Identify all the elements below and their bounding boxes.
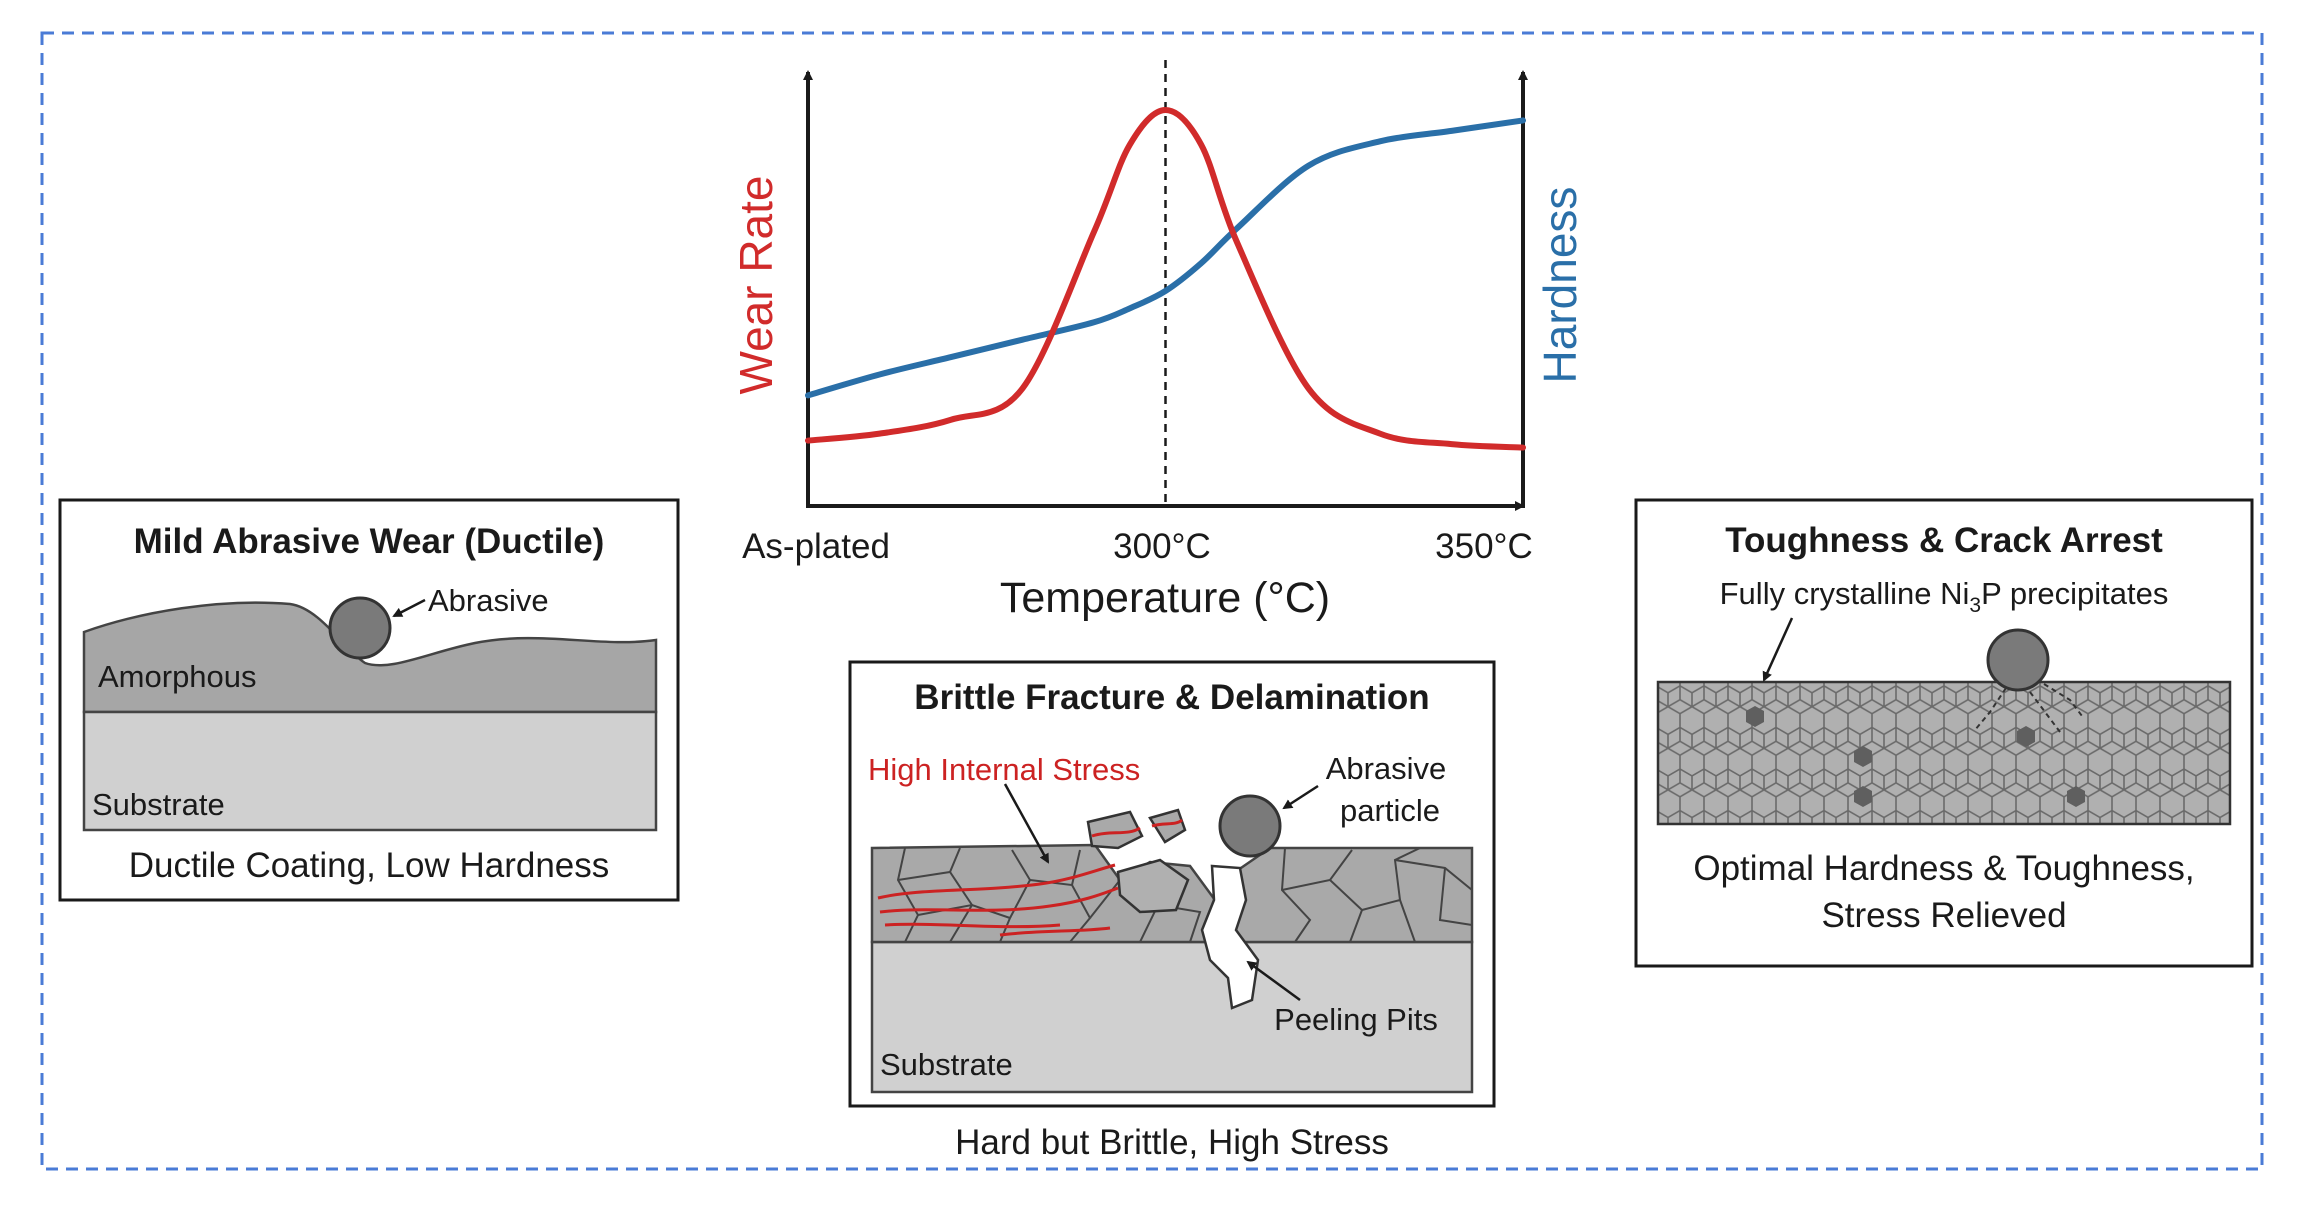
- particle-label-line1: Abrasive: [1326, 751, 1447, 786]
- panel-title: Toughness & Crack Arrest: [1725, 521, 2163, 560]
- hardness-curve: [805, 117, 1526, 399]
- x-tick-label: As-plated: [742, 527, 890, 566]
- amorphous-coating-layer: [82, 601, 658, 714]
- panel-caption: Hard but Brittle, High Stress: [955, 1123, 1389, 1162]
- x-axis-title: Temperature (°C): [1000, 574, 1330, 622]
- x-tick-label: 350°C: [1435, 527, 1533, 566]
- stress-pointer-arrow: [1003, 783, 1050, 864]
- peeling-pit: [1200, 864, 1260, 1010]
- hardness-axis-label: Hardness: [1534, 187, 1586, 384]
- substrate-layer: [82, 710, 658, 832]
- panel-title: Brittle Fracture & Delamination: [914, 678, 1429, 717]
- particle-label-line2: particle: [1340, 793, 1440, 828]
- wear-rate-curve: [805, 106, 1526, 451]
- delaminated-flake: [1116, 858, 1190, 914]
- temperature-chart: Wear Rate Hardness As-plated 300°C 350°C…: [730, 60, 1586, 622]
- hexagonal-grain-structure: [1656, 680, 2232, 826]
- arrested-cracks: [1974, 683, 2083, 733]
- abrasive-pointer-arrow: [392, 598, 426, 618]
- pits-pointer-arrow: [1246, 960, 1301, 1002]
- abrasive-label: Abrasive: [428, 583, 549, 618]
- coating-label: Amorphous: [98, 659, 257, 694]
- stress-label: High Internal Stress: [868, 752, 1140, 787]
- outer-dashed-frame: [40, 31, 2264, 1171]
- panel-title: Mild Abrasive Wear (Ductile): [134, 522, 605, 561]
- panel-caption: Ductile Coating, Low Hardness: [129, 846, 610, 885]
- internal-stress-lines: [877, 818, 1183, 937]
- substrate-layer: [870, 940, 1474, 1094]
- abrasive-particle: [1986, 628, 2050, 692]
- pits-label: Peeling Pits: [1274, 1002, 1438, 1037]
- particle-pointer-arrow: [1282, 784, 1319, 810]
- x-tick-label: 300°C: [1113, 527, 1211, 566]
- abrasive-particle: [1218, 794, 1282, 858]
- delaminated-flake: [1086, 810, 1144, 850]
- delaminated-flake: [1148, 808, 1187, 844]
- ni3p-precipitates: [1746, 706, 2085, 807]
- panel-caption-line2: Stress Relieved: [1821, 896, 2066, 935]
- substrate-label: Substrate: [92, 787, 225, 822]
- precipitate-label: Fully crystalline Ni3P precipitates: [1720, 576, 2169, 617]
- panel-toughness-crack-arrest: Toughness & Crack Arrest Fully crystalli…: [1634, 498, 2254, 968]
- panel-caption-line1: Optimal Hardness & Toughness,: [1693, 849, 2194, 888]
- precipitate-pointer-arrow: [1762, 617, 1794, 682]
- substrate-label: Substrate: [880, 1047, 1013, 1082]
- abrasive-particle: [328, 596, 392, 660]
- panel-mild-abrasive-wear: Mild Abrasive Wear (Ductile) Abrasive Am…: [58, 498, 680, 902]
- wear-rate-axis-label: Wear Rate: [730, 175, 782, 394]
- panel-brittle-fracture: Brittle Fracture & Delamination: [848, 660, 1496, 1162]
